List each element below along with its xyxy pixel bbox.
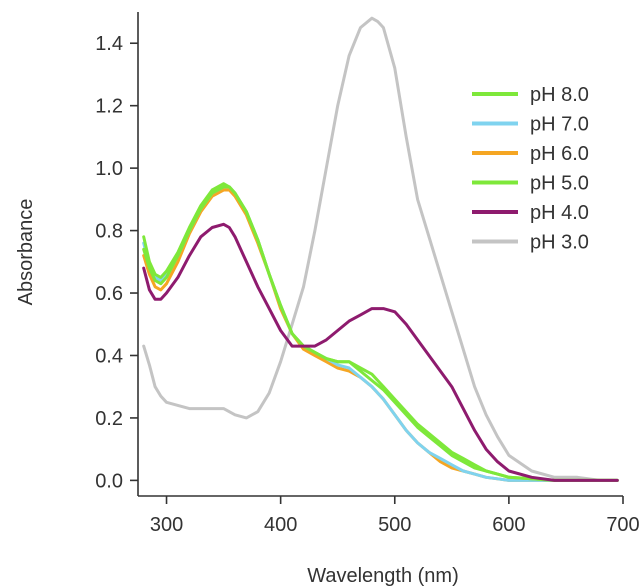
y-tick-label: 0.0 [95, 470, 123, 492]
x-axis-label: Wavelength (nm) [307, 565, 459, 587]
axes-group [137, 12, 623, 497]
x-tick-label: 700 [606, 514, 639, 536]
legend-label: pH 6.0 [530, 143, 589, 165]
legend-label: pH 7.0 [530, 114, 589, 136]
y-tick-label: 0.6 [95, 283, 123, 305]
y-tick-label: 1.0 [95, 158, 123, 180]
x-tick-label: 400 [264, 514, 297, 536]
legend: pH 8.0 pH 7.0 pH 6.0 pH 5.0 pH 4.0 pH 3.0 [472, 84, 589, 254]
y-tick-label: 1.4 [95, 33, 123, 55]
y-axis-label: Absorbance [15, 199, 37, 306]
legend-label: pH 3.0 [530, 232, 589, 254]
legend-label: pH 5.0 [530, 173, 589, 195]
y-ticks-group: 0.0 0.2 0.4 0.6 0.8 1.0 1.2 1.4 [95, 33, 138, 492]
legend-label: pH 4.0 [530, 202, 589, 224]
x-tick-label: 500 [378, 514, 411, 536]
series-line-ph-3-0 [142, 16, 619, 482]
y-tick-label: 0.4 [95, 345, 123, 367]
series-line-ph-4-0 [142, 222, 619, 482]
y-tick-label: 1.2 [95, 96, 123, 118]
x-tick-label: 300 [150, 514, 183, 536]
y-tick-label: 0.8 [95, 221, 123, 243]
series-group [142, 16, 619, 482]
series-line-ph-5-0 [142, 185, 619, 482]
x-ticks-group: 300 400 500 600 700 [150, 496, 640, 536]
y-tick-label: 0.2 [95, 408, 123, 430]
x-tick-label: 600 [492, 514, 525, 536]
legend-label: pH 8.0 [530, 84, 589, 106]
